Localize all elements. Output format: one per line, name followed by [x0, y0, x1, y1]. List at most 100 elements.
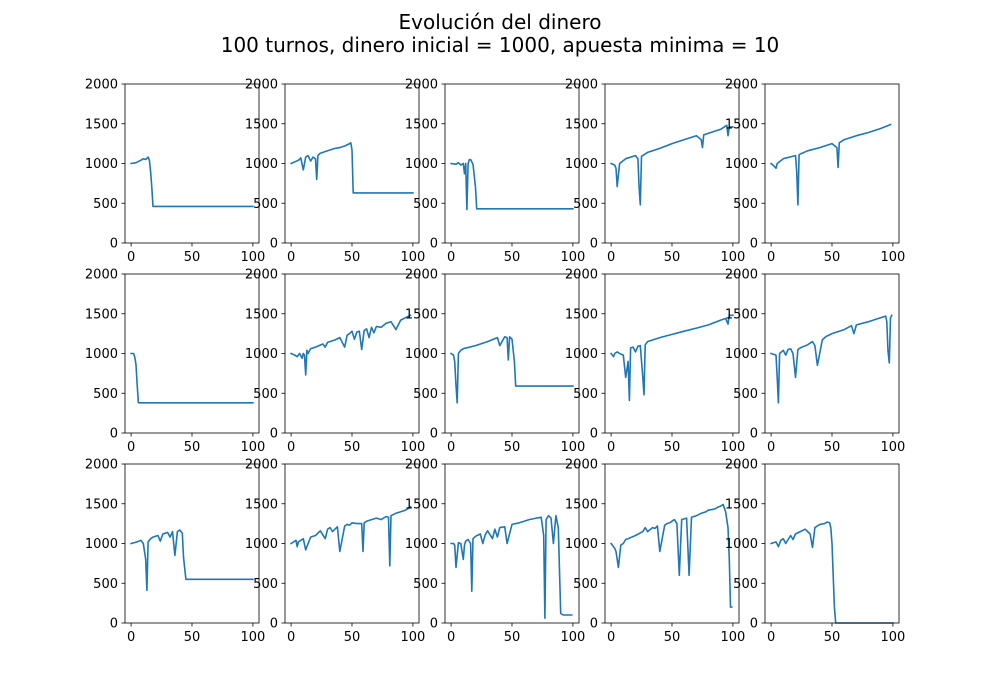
y-tick-label: 0 [430, 427, 438, 442]
subplot-9: 0 500 1000 1500 2000 0 50 100 [565, 268, 745, 456]
y-tick-label: 1500 [85, 307, 118, 322]
x-tick-label: 100 [400, 630, 425, 645]
y-tick-label: 500 [93, 387, 118, 402]
subplot-11: 0 500 1000 1500 2000 0 50 100 [85, 458, 265, 646]
y-tick-label: 2000 [245, 78, 278, 93]
x-tick-label: 50 [184, 440, 201, 455]
y-tick-label: 2000 [725, 78, 758, 93]
y-tick-label: 0 [430, 237, 438, 252]
y-tick-label: 2000 [725, 268, 758, 283]
y-tick-label: 2000 [85, 268, 118, 283]
x-tick-label: 50 [504, 630, 521, 645]
axes-frame [604, 273, 740, 434]
y-tick-label: 1000 [725, 157, 758, 172]
x-tick-label: 50 [824, 250, 841, 265]
subplot-6: 0 500 1000 1500 2000 0 50 100 [85, 268, 265, 456]
axes-frame [444, 463, 580, 624]
series-line [289, 505, 412, 567]
x-tick-label: 50 [344, 250, 361, 265]
y-tick-label: 1000 [85, 157, 118, 172]
y-tick-label: 2000 [405, 78, 438, 93]
x-tick-label: 50 [344, 630, 361, 645]
y-tick-label: 1500 [85, 497, 118, 512]
series-line [130, 156, 254, 208]
y-tick-label: 1000 [245, 157, 278, 172]
y-tick-label: 500 [733, 387, 758, 402]
x-tick-label: 0 [607, 630, 615, 645]
x-tick-label: 0 [127, 630, 135, 645]
x-tick-label: 0 [127, 250, 135, 265]
axes-frame [764, 83, 900, 244]
x-tick-label: 50 [504, 440, 521, 455]
x-tick-label: 100 [400, 440, 425, 455]
axes-background [765, 84, 899, 243]
y-tick-label: 500 [253, 197, 278, 212]
y-tick-label: 500 [573, 197, 598, 212]
subplot-8: 0 500 1000 1500 2000 0 50 100 [405, 268, 585, 456]
axes-frame [604, 463, 740, 624]
y-tick-label: 500 [253, 577, 278, 592]
figure-title-line2: 100 turnos, dinero inicial = 1000, apues… [221, 33, 780, 57]
x-tick-label: 0 [447, 440, 455, 455]
axes-frame [764, 273, 900, 434]
y-tick-label: 500 [413, 197, 438, 212]
y-tick-label: 0 [750, 617, 758, 632]
y-tick-label: 1500 [85, 117, 118, 132]
axes-background [765, 274, 899, 433]
axes-background [125, 274, 259, 433]
series-line [450, 158, 574, 211]
y-tick-label: 500 [733, 197, 758, 212]
x-tick-label: 0 [287, 630, 295, 645]
y-tick-label: 0 [590, 617, 598, 632]
y-tick-label: 0 [590, 427, 598, 442]
y-tick-label: 1500 [405, 307, 438, 322]
subplot-10: 0 500 1000 1500 2000 0 50 100 [725, 268, 905, 456]
axes-frame [284, 273, 420, 434]
series-line [290, 314, 412, 376]
axes-background [605, 84, 739, 243]
x-tick-label: 0 [287, 440, 295, 455]
y-tick-label: 0 [110, 617, 118, 632]
x-tick-label: 100 [720, 250, 745, 265]
y-tick-label: 1500 [565, 117, 598, 132]
x-tick-label: 0 [607, 440, 615, 455]
subplot-5: 0 500 1000 1500 2000 0 50 100 [725, 78, 905, 266]
series-line [130, 352, 254, 404]
axes-background [125, 464, 259, 623]
axes-frame [124, 463, 260, 624]
y-tick-label: 1000 [245, 537, 278, 552]
y-tick-label: 500 [93, 197, 118, 212]
y-tick-label: 1500 [725, 117, 758, 132]
axes-background [285, 274, 419, 433]
series-line [610, 124, 734, 206]
subplot-2: 0 500 1000 1500 2000 0 50 100 [245, 78, 425, 266]
y-tick-label: 1500 [245, 307, 278, 322]
y-tick-label: 0 [270, 237, 278, 252]
y-tick-label: 1500 [245, 497, 278, 512]
subplot-3: 0 500 1000 1500 2000 0 50 100 [405, 78, 585, 266]
x-tick-label: 50 [184, 630, 201, 645]
y-tick-label: 2000 [565, 78, 598, 93]
axes-frame [444, 83, 580, 244]
axes-frame [444, 273, 580, 434]
series-line [290, 142, 414, 194]
x-tick-label: 50 [664, 630, 681, 645]
y-tick-label: 500 [413, 387, 438, 402]
subplot-14: 0 500 1000 1500 2000 0 50 100 [565, 458, 745, 646]
y-tick-label: 500 [573, 387, 598, 402]
x-tick-label: 50 [504, 250, 521, 265]
y-tick-label: 0 [270, 617, 278, 632]
x-tick-label: 100 [880, 250, 905, 265]
axes-background [125, 84, 259, 243]
axes-frame [764, 463, 900, 624]
y-tick-label: 2000 [725, 458, 758, 473]
y-tick-label: 0 [750, 427, 758, 442]
subplot-7: 0 500 1000 1500 2000 0 50 100 [245, 268, 425, 456]
y-tick-label: 1000 [565, 537, 598, 552]
x-tick-label: 50 [824, 630, 841, 645]
y-tick-label: 500 [733, 577, 758, 592]
x-tick-label: 100 [240, 440, 265, 455]
y-tick-label: 500 [573, 577, 598, 592]
series-line [769, 123, 892, 206]
